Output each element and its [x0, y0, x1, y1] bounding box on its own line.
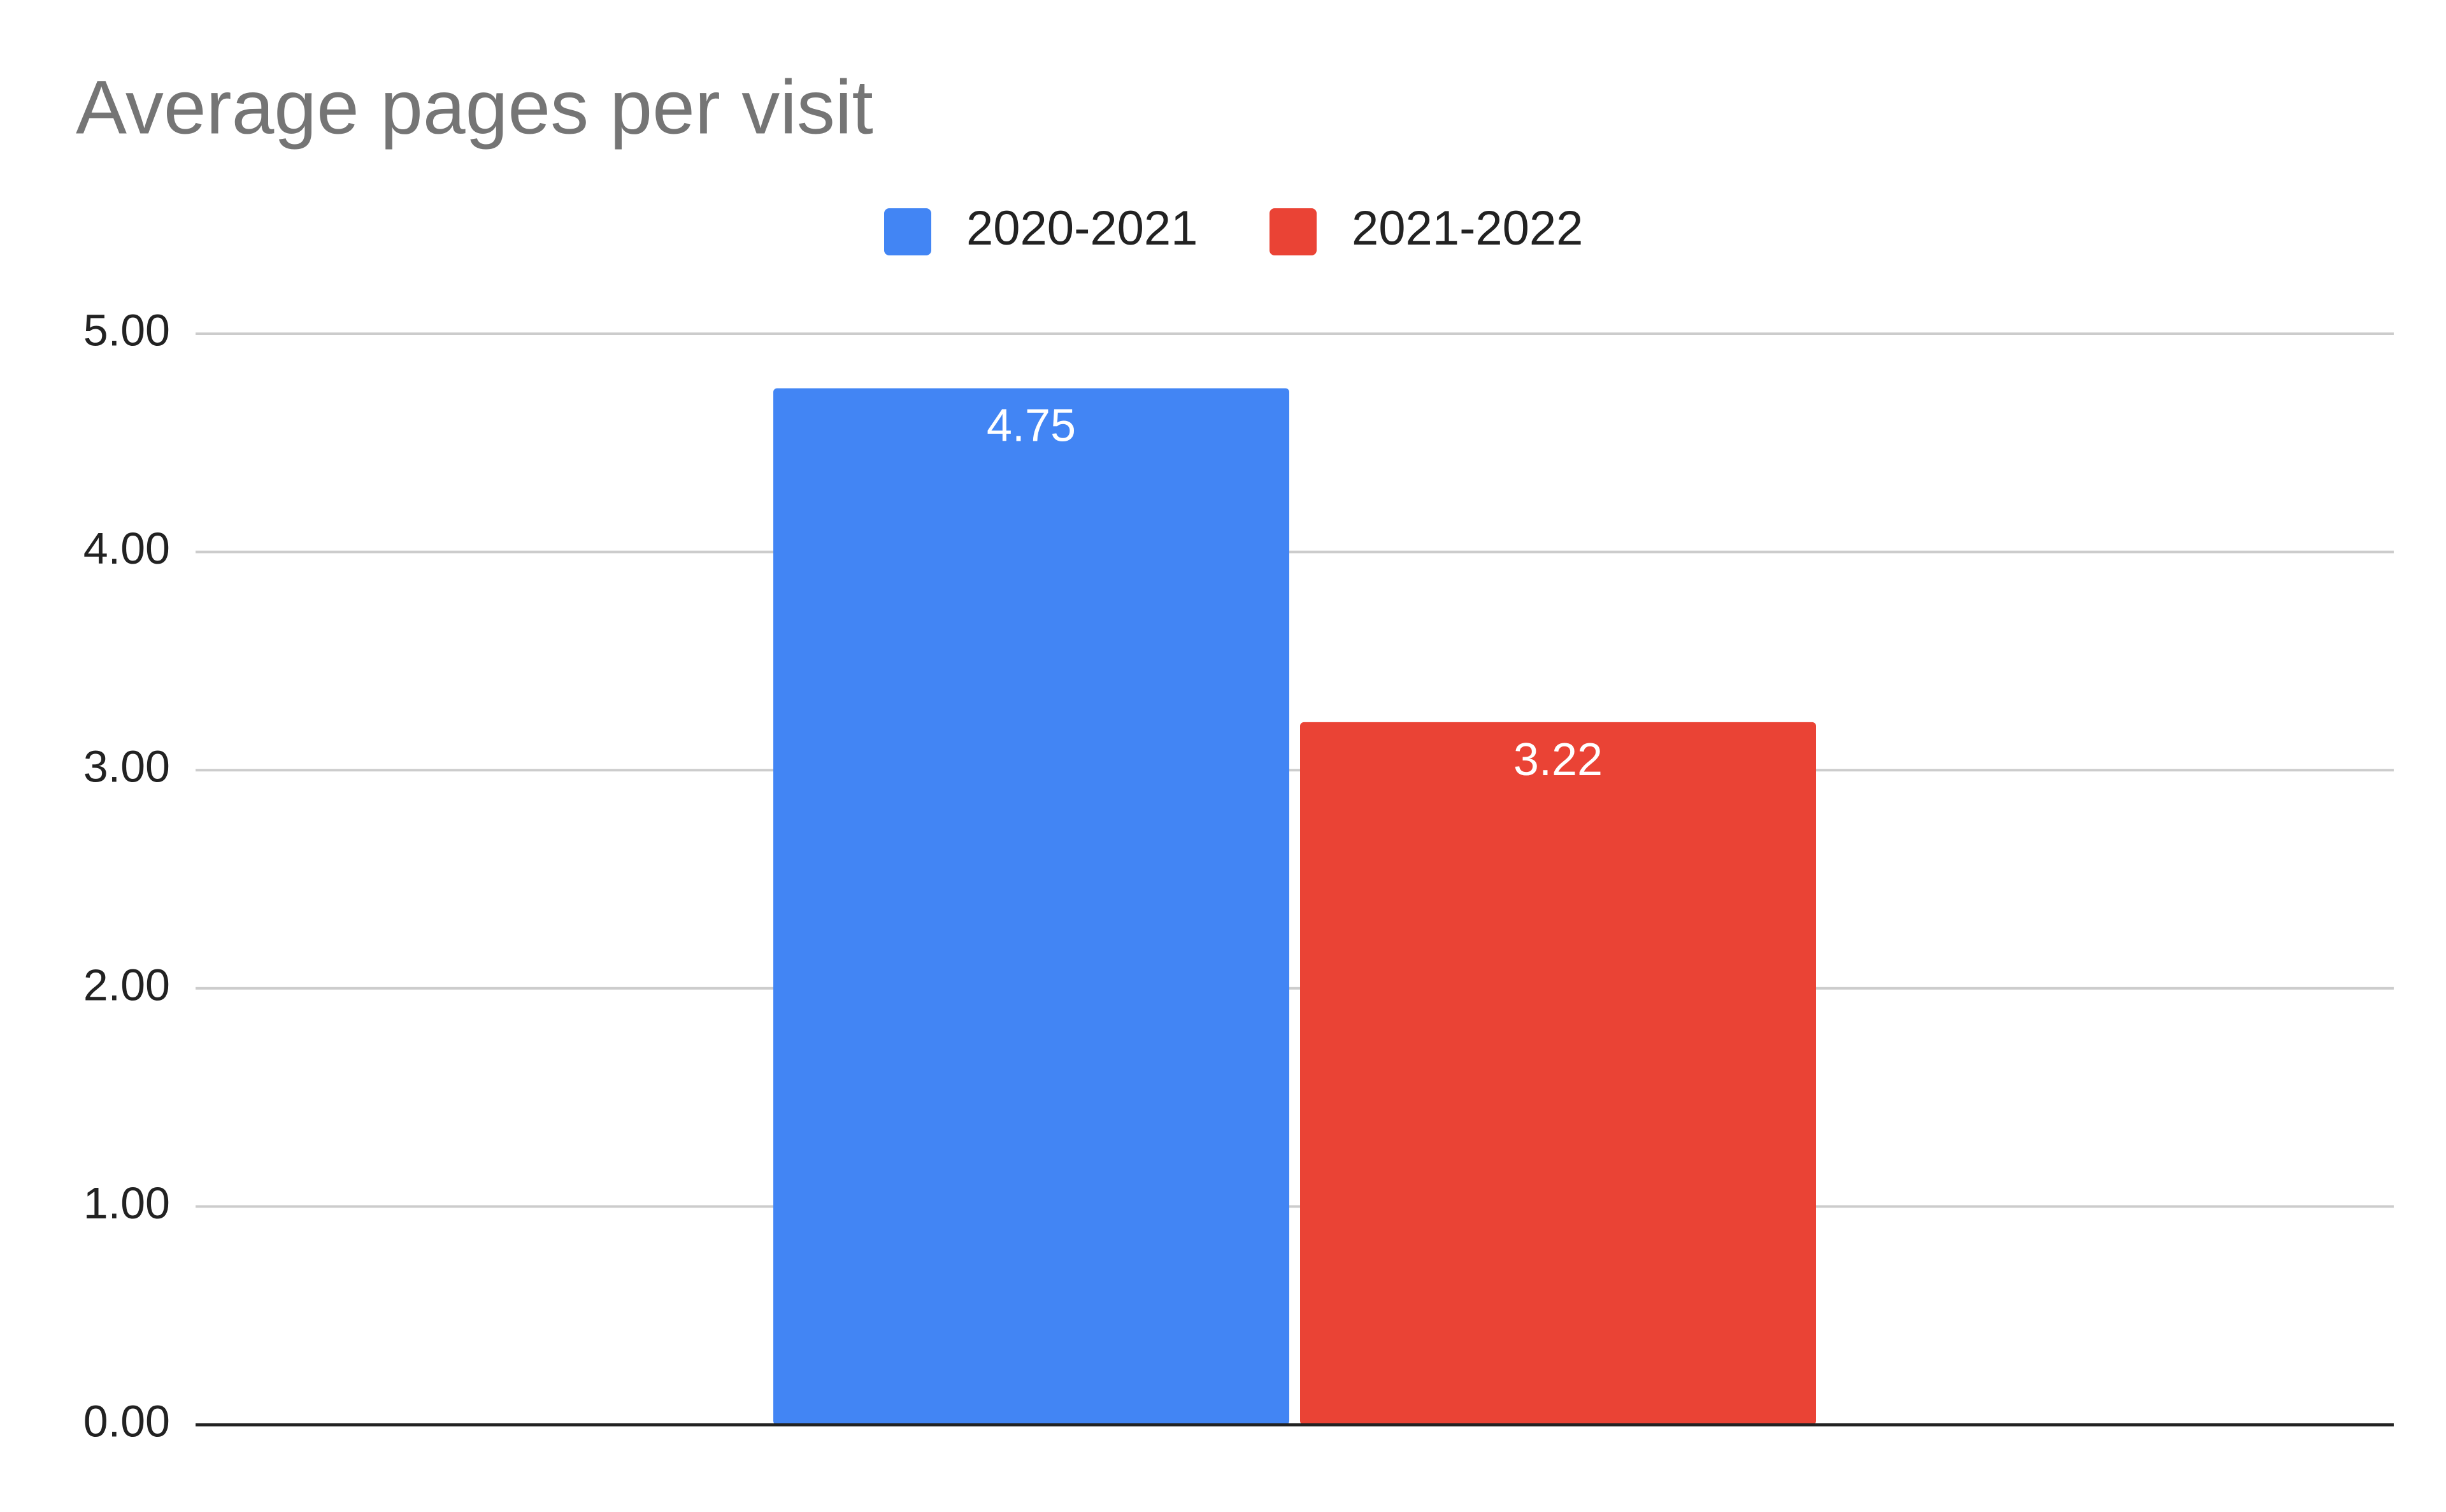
data-label: 3.22 [1513, 734, 1603, 785]
data-label: 4.75 [987, 401, 1076, 452]
y-tick-label: 0.00 [83, 1396, 170, 1446]
y-tick-label: 1.00 [83, 1178, 170, 1228]
chart-title: Average pages per visit [76, 65, 873, 150]
bar [773, 388, 1289, 1425]
legend-label: 2020-2021 [966, 201, 1198, 255]
y-tick-label: 2.00 [83, 960, 170, 1009]
legend-label: 2021-2022 [1352, 201, 1583, 255]
y-tick-label: 3.00 [83, 742, 170, 792]
y-tick-label: 5.00 [83, 305, 170, 355]
bar [1300, 722, 1816, 1425]
legend-swatch [884, 208, 931, 255]
y-tick-label: 4.00 [83, 524, 170, 573]
legend-swatch [1269, 208, 1317, 255]
